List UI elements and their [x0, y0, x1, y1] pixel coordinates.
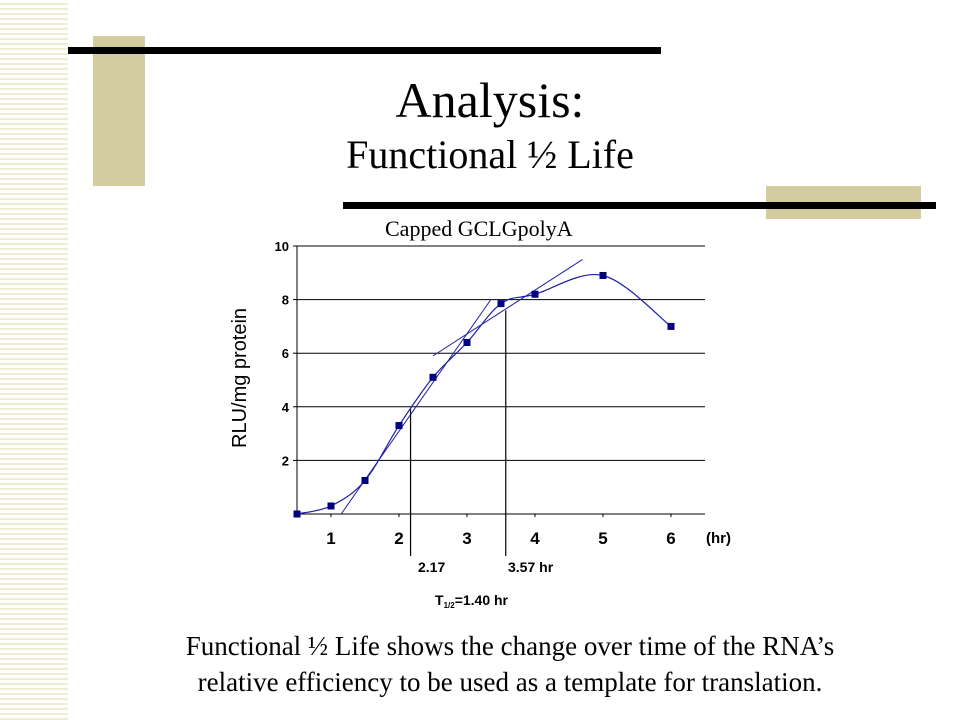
data-point-6	[463, 338, 471, 346]
y-tick-label-4: 4	[282, 400, 290, 415]
grid-lines	[297, 245, 705, 461]
x-tick-label-1: 1	[326, 529, 335, 548]
caption-line-1: Functional ½ Life shows the change over …	[185, 631, 835, 661]
data-point-9	[599, 271, 607, 279]
y-axis-label: RLU/mg protein	[229, 308, 251, 448]
half-life-label: T1/2=1.40 hr	[435, 592, 509, 610]
marker-label-3-57: 3.57 hr	[508, 559, 554, 575]
decorative-stripe	[0, 0, 68, 720]
caption-line-2: relative efficiency to be used as a temp…	[197, 667, 823, 697]
y-tick-label-6: 6	[282, 346, 289, 361]
x-tick-label-4: 4	[530, 529, 540, 548]
tangent-line-shallow	[432, 258, 583, 357]
data-point-10	[667, 322, 675, 330]
x-tick-label-5: 5	[598, 529, 607, 548]
fit-curve	[296, 273, 672, 515]
half-life-subscript: 1/2	[444, 601, 456, 610]
chart-title: Capped GCLGpolyA	[385, 216, 573, 241]
axes	[293, 245, 705, 517]
data-point-2	[327, 502, 335, 510]
data-point-5	[429, 373, 437, 381]
x-tick-label-2: 2	[394, 529, 403, 548]
y-tick-label-8: 8	[282, 293, 289, 308]
y-tick-label-10: 10	[275, 239, 289, 254]
slide-title: Analysis:	[395, 72, 585, 128]
data-point-3	[361, 477, 369, 484]
data-points	[293, 271, 675, 518]
title-bar-top	[68, 47, 661, 54]
half-life-markers	[409, 310, 507, 556]
tangent-lines	[340, 258, 583, 515]
data-point-4	[395, 422, 403, 430]
slide-subtitle: Functional ½ Life	[346, 132, 634, 177]
data-point-1	[293, 510, 301, 518]
accent-block-left	[93, 36, 145, 186]
x-tick-label-6: 6	[666, 529, 675, 548]
title-bar-bottom	[343, 202, 936, 209]
data-point-7	[497, 300, 505, 308]
slide-caption: Functional ½ Life shows the change over …	[60, 628, 960, 700]
x-axis-unit-label: (hr)	[706, 530, 731, 547]
marker-label-2-17: 2.17	[418, 559, 445, 575]
half-life-value: =1.40 hr	[455, 592, 509, 608]
x-tick-label-3: 3	[462, 529, 471, 548]
data-point-8	[531, 290, 539, 298]
y-tick-label-2: 2	[282, 453, 289, 468]
half-life-symbol: T	[435, 592, 444, 608]
